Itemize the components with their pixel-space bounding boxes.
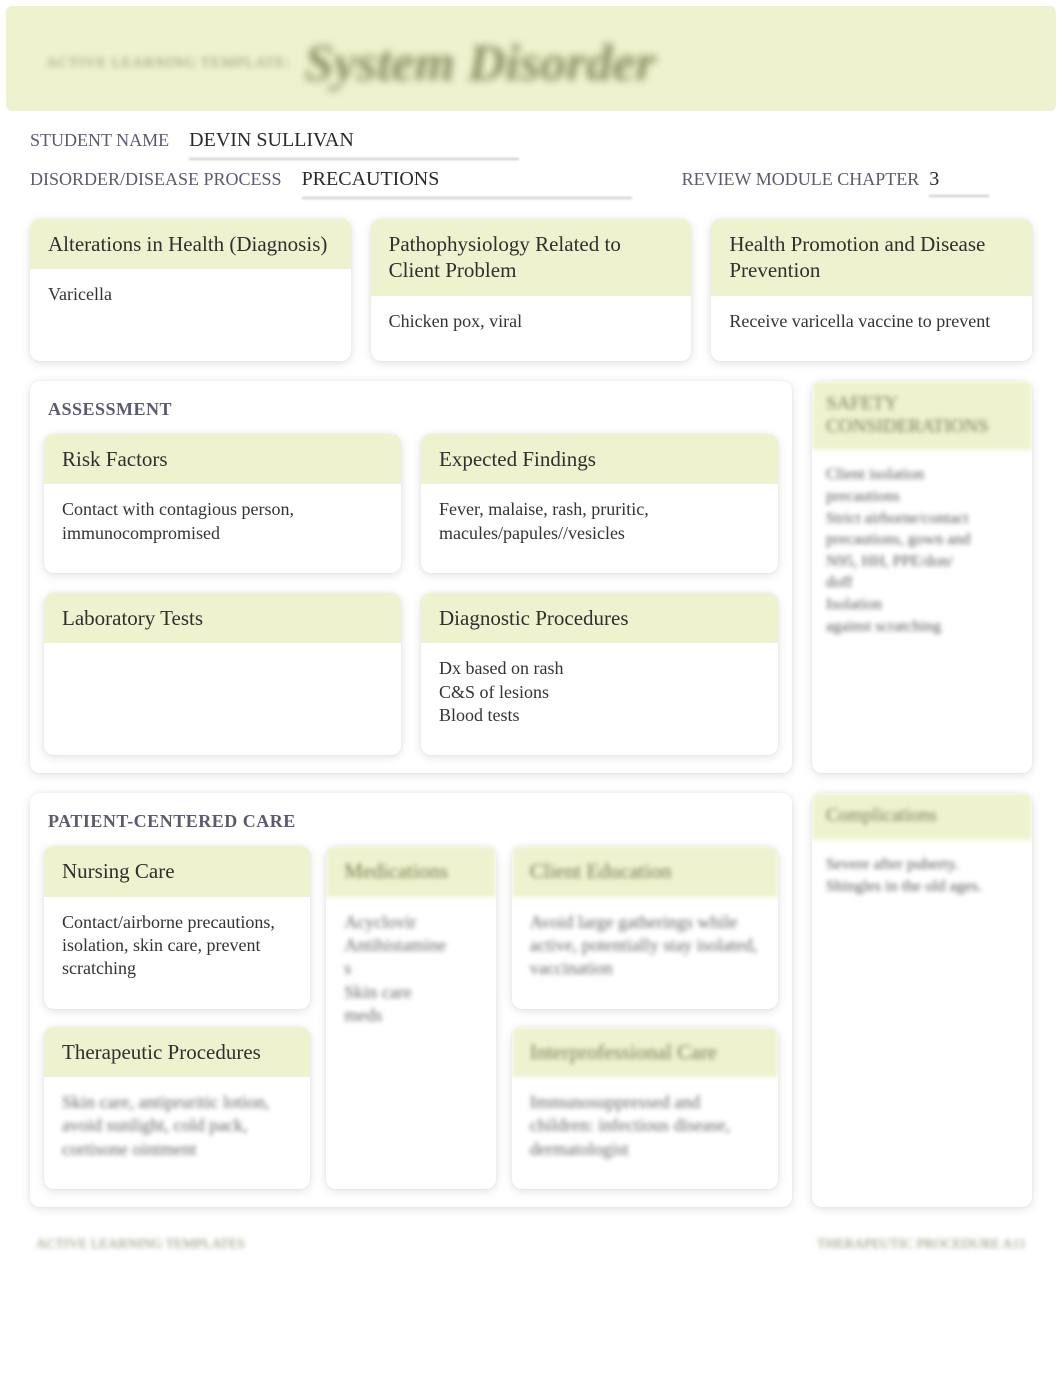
card-health-promotion: Health Promotion and Disease Prevention … <box>711 219 1032 361</box>
chapter-value: 3 <box>929 168 939 190</box>
card-expected-findings: Expected Findings Fever, malaise, rash, … <box>421 434 778 573</box>
card-body: Receive varicella vaccine to prevent <box>711 296 1032 361</box>
card-body: Dx based on rash C&S of lesions Blood te… <box>421 643 778 755</box>
banner-large-title: System Disorder <box>305 34 656 93</box>
card-title: Laboratory Tests <box>44 593 401 643</box>
divider <box>189 158 519 160</box>
divider <box>929 195 989 197</box>
card-body: Chicken pox, viral <box>371 296 692 361</box>
card-nursing-care: Nursing Care Contact/airborne precaution… <box>44 846 310 1008</box>
card-body: Varicella <box>30 269 351 334</box>
card-body: Acyclovir Antihistamine s Skin care meds <box>326 897 495 1056</box>
card-alterations: Alterations in Health (Diagnosis) Varice… <box>30 219 351 361</box>
card-body: Fever, malaise, rash, pruritic, macules/… <box>421 484 778 573</box>
card-therapeutic-procedures: Therapeutic Procedures Skin care, antipr… <box>44 1027 310 1189</box>
footer-left: ACTIVE LEARNING TEMPLATES <box>36 1237 245 1253</box>
assessment-row: ASSESSMENT Risk Factors Contact with con… <box>0 381 1062 793</box>
student-name-label: STUDENT NAME <box>30 130 169 151</box>
card-title: Client Education <box>512 846 778 896</box>
card-title: SAFETY CONSIDERATIONS <box>812 381 1032 451</box>
card-title: Therapeutic Procedures <box>44 1027 310 1077</box>
card-title: Expected Findings <box>421 434 778 484</box>
pcc-row: PATIENT-CENTERED CARE Nursing Care Conta… <box>0 793 1062 1227</box>
card-risk-factors: Risk Factors Contact with contagious per… <box>44 434 401 573</box>
card-body: Skin care, antipruritic lotion, avoid su… <box>44 1077 310 1189</box>
card-complications: Complications Severe after puberty. Shin… <box>812 793 1032 1207</box>
assessment-title: ASSESSMENT <box>48 399 778 420</box>
card-body: Contact/airborne precautions, isolation,… <box>44 897 310 1009</box>
card-safety: SAFETY CONSIDERATIONS Client isolation p… <box>812 381 1032 773</box>
card-title: Pathophysiology Related to Client Proble… <box>371 219 692 296</box>
pcc-title: PATIENT-CENTERED CARE <box>48 811 778 832</box>
card-body: Immunosuppressed and children: infectiou… <box>512 1077 778 1189</box>
page-banner: ACTIVE LEARNING TEMPLATE: System Disorde… <box>6 6 1056 111</box>
header-fields: STUDENT NAME DEVIN SULLIVAN DISORDER/DIS… <box>0 111 1062 207</box>
card-title: Nursing Care <box>44 846 310 896</box>
disorder-value: PRECAUTIONS <box>302 168 632 193</box>
disorder-label: DISORDER/DISEASE PROCESS <box>30 169 282 190</box>
card-body: Contact with contagious person, immunoco… <box>44 484 401 573</box>
card-title: Alterations in Health (Diagnosis) <box>30 219 351 269</box>
top-cards-row: Alterations in Health (Diagnosis) Varice… <box>0 207 1062 381</box>
card-title: Medications <box>326 846 495 896</box>
assessment-panel: ASSESSMENT Risk Factors Contact with con… <box>30 381 792 773</box>
banner-small-label: ACTIVE LEARNING TEMPLATE: <box>46 55 291 72</box>
chapter-label: REVIEW MODULE CHAPTER <box>682 169 920 190</box>
card-body: Severe after puberty. Shingles in the ol… <box>812 840 1032 925</box>
card-title: Risk Factors <box>44 434 401 484</box>
divider <box>302 197 632 199</box>
card-laboratory-tests: Laboratory Tests <box>44 593 401 755</box>
pcc-panel: PATIENT-CENTERED CARE Nursing Care Conta… <box>30 793 792 1207</box>
page-footer: ACTIVE LEARNING TEMPLATES THERAPEUTIC PR… <box>0 1227 1062 1253</box>
card-title: Complications <box>812 793 1032 840</box>
card-title: Diagnostic Procedures <box>421 593 778 643</box>
card-body: Client isolation precautions Strict airb… <box>812 450 1032 665</box>
card-title: Interprofessional Care <box>512 1027 778 1077</box>
card-body <box>44 643 401 685</box>
card-client-education: Client Education Avoid large gatherings … <box>512 846 778 1008</box>
card-title: Health Promotion and Disease Prevention <box>711 219 1032 296</box>
card-pathophysiology: Pathophysiology Related to Client Proble… <box>371 219 692 361</box>
card-diagnostic-procedures: Diagnostic Procedures Dx based on rash C… <box>421 593 778 755</box>
card-body: Avoid large gatherings while active, pot… <box>512 897 778 1009</box>
student-name-value: DEVIN SULLIVAN <box>189 129 519 154</box>
footer-right: THERAPEUTIC PROCEDURE A11 <box>817 1237 1026 1253</box>
card-interprofessional-care: Interprofessional Care Immunosuppressed … <box>512 1027 778 1189</box>
card-medications: Medications Acyclovir Antihistamine s Sk… <box>326 846 495 1189</box>
